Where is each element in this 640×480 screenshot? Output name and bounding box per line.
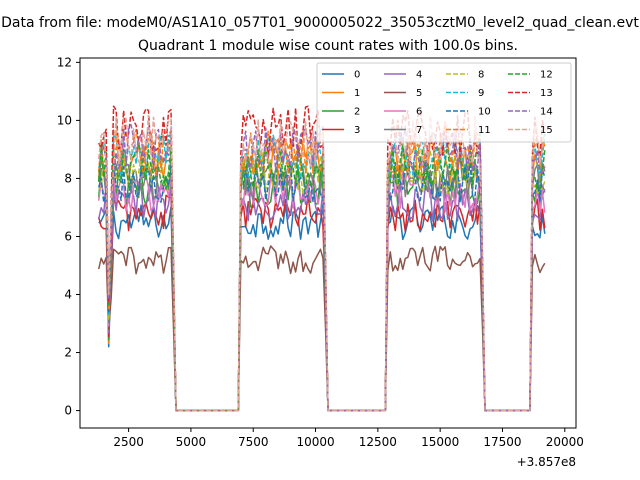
x-tick-label: 17500 <box>483 435 521 449</box>
x-tick-label: 7500 <box>238 435 269 449</box>
legend-label-12: 12 <box>540 70 553 81</box>
x-tick-label: 2500 <box>113 435 144 449</box>
legend-label-1: 1 <box>354 88 360 99</box>
legend-label-9: 9 <box>478 88 484 99</box>
legend-label-7: 7 <box>416 125 422 136</box>
legend-label-0: 0 <box>354 70 360 81</box>
legend-label-4: 4 <box>416 70 422 81</box>
legend-label-2: 2 <box>354 107 360 118</box>
x-tick-label: 5000 <box>176 435 207 449</box>
y-tick-label: 10 <box>57 113 72 127</box>
legend-label-14: 14 <box>540 107 553 118</box>
plot-frame <box>79 57 577 429</box>
chart-suptitle: Data from file: modeM0/AS1A10_057T01_900… <box>1 15 639 31</box>
chart-title: Quadrant 1 module wise count rates with … <box>138 38 518 54</box>
y-axis: 0 2 4 6 8 10 12 <box>57 55 80 418</box>
x-offset-label: +3.857e8 <box>517 455 576 469</box>
y-tick-label: 4 <box>64 288 72 302</box>
legend-label-8: 8 <box>478 70 484 81</box>
x-tick-label: 12500 <box>359 435 397 449</box>
legend-label-3: 3 <box>354 125 360 136</box>
y-tick-label: 6 <box>64 229 72 243</box>
y-tick-label: 12 <box>57 55 72 69</box>
x-tick-label: 10000 <box>296 435 334 449</box>
legend-label-11: 11 <box>478 125 491 136</box>
legend-label-13: 13 <box>540 88 553 99</box>
y-tick-label: 0 <box>64 404 72 418</box>
legend-label-6: 6 <box>416 107 422 118</box>
plot-lines <box>97 105 546 412</box>
y-tick-label: 2 <box>64 346 72 360</box>
legend-label-10: 10 <box>478 107 491 118</box>
series-line-5 <box>97 245 546 412</box>
x-tick-label: 15000 <box>421 435 459 449</box>
legend-frame <box>316 62 572 143</box>
y-tick-label: 8 <box>64 171 72 185</box>
x-tick-label: 20000 <box>546 435 584 449</box>
legend-label-5: 5 <box>416 88 422 99</box>
legend-label-15: 15 <box>540 125 553 136</box>
x-axis: 2500 5000 7500 10000 12500 15000 17500 20000 <box>113 428 584 449</box>
